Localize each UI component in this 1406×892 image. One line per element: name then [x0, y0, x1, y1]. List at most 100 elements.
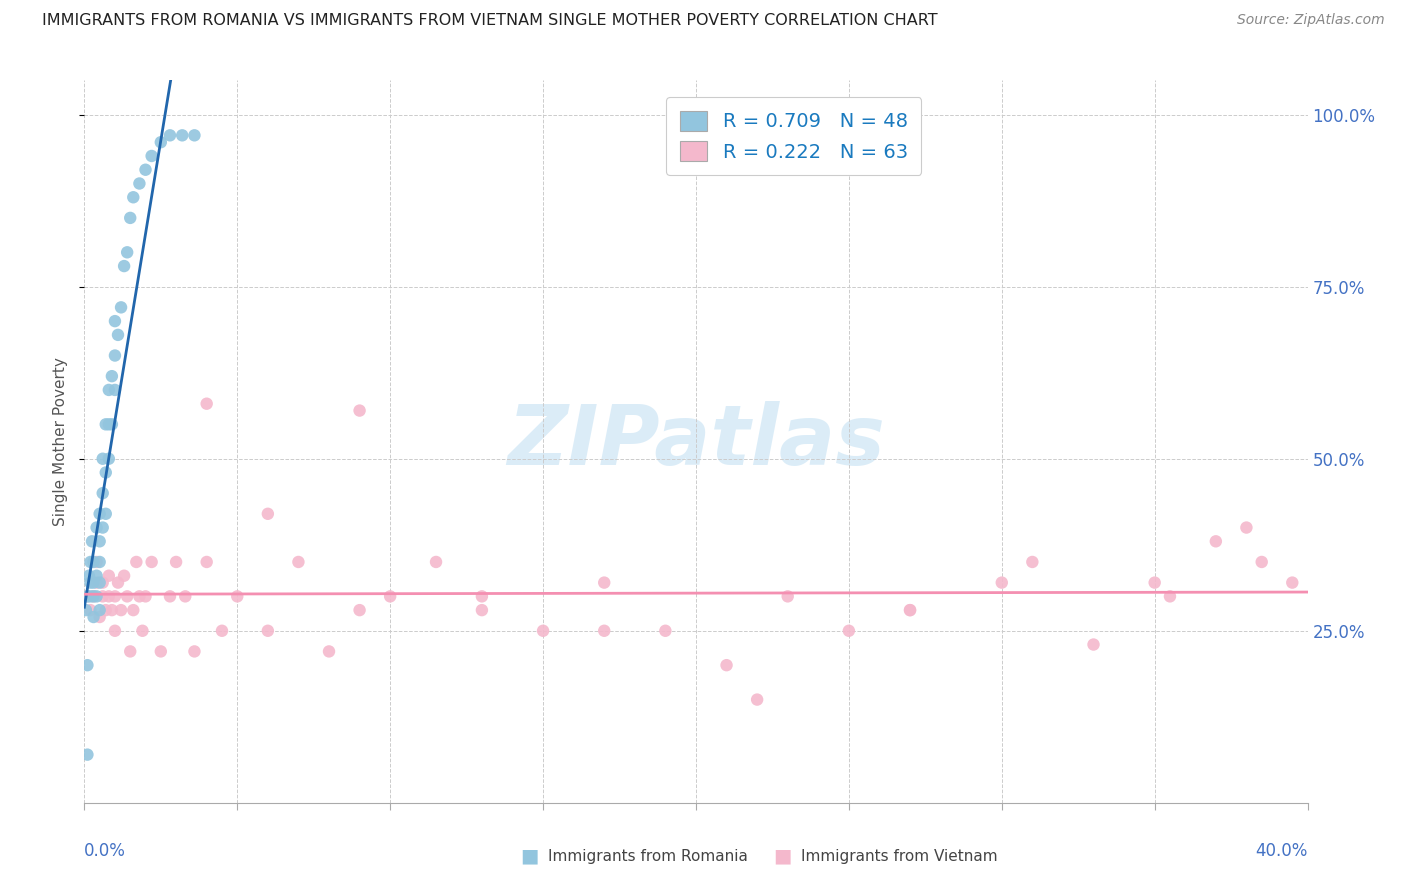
- Point: [131, 624, 153, 638]
- Point: [1159, 590, 1181, 604]
- Point: [318, 644, 340, 658]
- Point: [287, 555, 309, 569]
- Point: [101, 369, 124, 384]
- Point: [97, 417, 120, 432]
- Text: ■: ■: [773, 847, 792, 866]
- Point: [83, 610, 105, 624]
- Point: [94, 507, 117, 521]
- Point: [91, 451, 114, 466]
- Point: [593, 575, 616, 590]
- Point: [122, 190, 145, 204]
- Point: [115, 590, 138, 604]
- Text: Source: ZipAtlas.com: Source: ZipAtlas.com: [1237, 13, 1385, 28]
- Point: [531, 624, 554, 638]
- Text: Immigrants from Vietnam: Immigrants from Vietnam: [801, 849, 998, 863]
- Point: [112, 568, 135, 582]
- Point: [195, 555, 218, 569]
- Point: [195, 397, 218, 411]
- Point: [97, 590, 120, 604]
- Point: [104, 314, 127, 328]
- Point: [135, 162, 157, 177]
- Point: [89, 507, 111, 521]
- Point: [991, 575, 1014, 590]
- Text: Immigrants from Romania: Immigrants from Romania: [548, 849, 748, 863]
- Point: [747, 692, 769, 706]
- Point: [89, 575, 111, 590]
- Point: [107, 327, 129, 342]
- Point: [79, 590, 101, 604]
- Point: [183, 128, 205, 143]
- Point: [97, 451, 120, 466]
- Point: [183, 644, 205, 658]
- Text: 40.0%: 40.0%: [1256, 842, 1308, 860]
- Point: [349, 603, 371, 617]
- Point: [211, 624, 233, 638]
- Point: [838, 624, 860, 638]
- Point: [257, 507, 280, 521]
- Point: [1250, 555, 1272, 569]
- Point: [898, 603, 921, 617]
- Point: [91, 520, 114, 534]
- Point: [89, 610, 111, 624]
- Point: [115, 245, 138, 260]
- Point: [125, 555, 148, 569]
- Point: [83, 575, 105, 590]
- Point: [128, 590, 150, 604]
- Point: [141, 555, 163, 569]
- Point: [86, 575, 108, 590]
- Text: IMMIGRANTS FROM ROMANIA VS IMMIGRANTS FROM VIETNAM SINGLE MOTHER POVERTY CORRELA: IMMIGRANTS FROM ROMANIA VS IMMIGRANTS FR…: [42, 13, 938, 29]
- Point: [94, 603, 117, 617]
- Point: [86, 590, 108, 604]
- Point: [80, 534, 103, 549]
- Point: [898, 603, 921, 617]
- Point: [79, 555, 101, 569]
- Point: [174, 590, 197, 604]
- Point: [91, 486, 114, 500]
- Point: [716, 658, 738, 673]
- Legend: R = 0.709   N = 48, R = 0.222   N = 63: R = 0.709 N = 48, R = 0.222 N = 63: [666, 97, 921, 175]
- Text: ■: ■: [520, 847, 538, 866]
- Point: [77, 568, 100, 582]
- Point: [1281, 575, 1303, 590]
- Point: [97, 383, 120, 397]
- Point: [471, 603, 494, 617]
- Point: [101, 417, 124, 432]
- Point: [83, 555, 105, 569]
- Point: [122, 603, 145, 617]
- Point: [89, 534, 111, 549]
- Point: [425, 555, 447, 569]
- Point: [128, 177, 150, 191]
- Y-axis label: Single Mother Poverty: Single Mother Poverty: [53, 357, 69, 526]
- Point: [104, 624, 127, 638]
- Point: [349, 403, 371, 417]
- Point: [97, 568, 120, 582]
- Point: [120, 211, 142, 225]
- Point: [110, 603, 132, 617]
- Point: [120, 644, 142, 658]
- Point: [1236, 520, 1258, 534]
- Point: [776, 590, 799, 604]
- Point: [1021, 555, 1043, 569]
- Point: [76, 747, 98, 762]
- Point: [159, 128, 181, 143]
- Point: [257, 624, 280, 638]
- Point: [165, 555, 187, 569]
- Point: [471, 590, 494, 604]
- Point: [76, 590, 98, 604]
- Point: [79, 575, 101, 590]
- Point: [76, 590, 98, 604]
- Point: [112, 259, 135, 273]
- Point: [86, 520, 108, 534]
- Point: [135, 590, 157, 604]
- Point: [101, 603, 124, 617]
- Text: ZIPatlas: ZIPatlas: [508, 401, 884, 482]
- Point: [91, 590, 114, 604]
- Point: [89, 555, 111, 569]
- Point: [94, 466, 117, 480]
- Point: [104, 349, 127, 363]
- Point: [83, 590, 105, 604]
- Point: [107, 575, 129, 590]
- Point: [94, 417, 117, 432]
- Point: [1083, 638, 1105, 652]
- Point: [141, 149, 163, 163]
